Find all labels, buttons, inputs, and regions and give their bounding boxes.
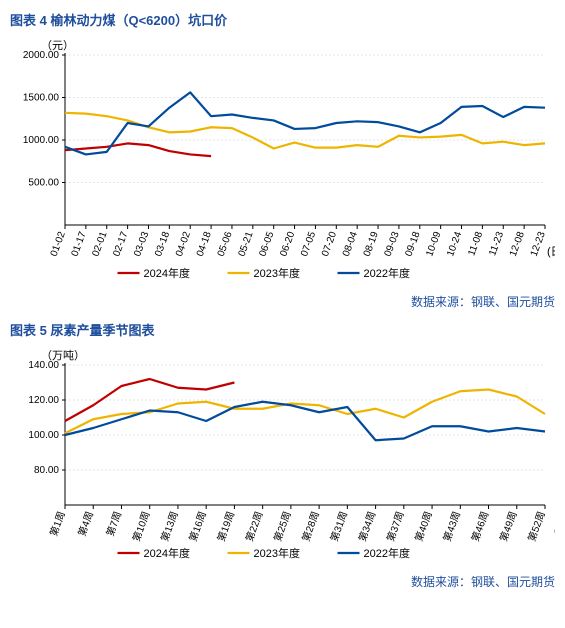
x-tick-label: 第25周 xyxy=(271,510,294,544)
x-tick-label: 05-21 xyxy=(237,230,256,258)
chart-1-svg: （元）500.001000.001500.002000.0001-0201-17… xyxy=(10,35,555,285)
chart-2-block: 图表 5 尿素产量季节图表 （万吨）80.00100.00120.00140.0… xyxy=(10,320,555,565)
series-line xyxy=(65,390,545,434)
x-tick-label: 第31周 xyxy=(327,510,350,544)
y-tick-label: 120.00 xyxy=(28,395,59,406)
chart-2-svg: （万吨）80.00100.00120.00140.00第1周第4周第7周第10周… xyxy=(10,345,555,565)
x-tick-label: 01-17 xyxy=(70,230,89,258)
x-axis-label: (日) xyxy=(547,246,555,258)
x-tick-label: 第1周 xyxy=(47,510,68,538)
x-tick-label: 04-02 xyxy=(174,230,193,258)
x-tick-label: 第40周 xyxy=(412,510,435,544)
x-tick-label: 第43周 xyxy=(440,510,463,544)
x-axis-label: （周） xyxy=(547,525,555,538)
x-tick-label: 第46周 xyxy=(468,510,491,544)
x-tick-label: 第22周 xyxy=(243,510,266,544)
x-tick-label: 第16周 xyxy=(186,510,209,544)
x-tick-label: 08-19 xyxy=(362,230,381,258)
x-tick-label: 12-08 xyxy=(508,230,527,258)
x-tick-label: 第34周 xyxy=(356,510,379,544)
legend-label: 2022年度 xyxy=(364,546,410,560)
x-tick-label: 第28周 xyxy=(299,510,322,544)
chart-1-source: 数据来源：钢联、国元期货 xyxy=(10,293,555,310)
x-tick-label: 06-05 xyxy=(257,230,276,258)
x-tick-label: 05-06 xyxy=(216,230,235,258)
y-tick-label: 80.00 xyxy=(34,465,59,476)
y-tick-label: 1500.00 xyxy=(23,93,60,104)
x-tick-label: 06-20 xyxy=(278,230,297,258)
y-tick-label: 140.00 xyxy=(28,360,59,371)
y-tick-label: 2000.00 xyxy=(23,50,60,61)
legend-label: 2024年度 xyxy=(144,266,190,280)
legend-label: 2023年度 xyxy=(254,266,300,280)
y-tick-label: 1000.00 xyxy=(23,135,60,146)
x-tick-label: 01-02 xyxy=(49,230,68,258)
x-tick-label: 10-24 xyxy=(445,230,464,258)
x-tick-label: 10-09 xyxy=(424,230,443,258)
legend-label: 2024年度 xyxy=(144,546,190,560)
x-tick-label: 第4周 xyxy=(75,510,96,538)
chart-2-source: 数据来源：钢联、国元期货 xyxy=(10,573,555,590)
series-line xyxy=(65,402,545,441)
x-tick-label: 03-18 xyxy=(153,230,172,258)
y-tick-label: 500.00 xyxy=(28,178,59,189)
legend-label: 2023年度 xyxy=(254,546,300,560)
chart-1-block: 图表 4 榆林动力煤（Q<6200）坑口价 （元）500.001000.0015… xyxy=(10,10,555,285)
x-tick-label: 04-18 xyxy=(195,230,214,258)
x-tick-label: 11-08 xyxy=(466,230,485,258)
x-tick-label: 09-18 xyxy=(404,230,423,258)
x-tick-label: 第52周 xyxy=(525,510,548,544)
x-tick-label: 第10周 xyxy=(130,510,153,544)
legend-label: 2022年度 xyxy=(364,266,410,280)
chart-2-title: 图表 5 尿素产量季节图表 xyxy=(10,320,555,339)
x-tick-label: 第13周 xyxy=(158,510,181,544)
x-tick-label: 11-23 xyxy=(487,230,506,258)
x-tick-label: 第49周 xyxy=(497,510,520,544)
x-tick-label: 12-23 xyxy=(529,230,548,258)
x-tick-label: 第19周 xyxy=(214,510,237,544)
x-tick-label: 07-20 xyxy=(320,230,339,258)
x-tick-label: 02-01 xyxy=(90,230,109,258)
chart-1-title: 图表 4 榆林动力煤（Q<6200）坑口价 xyxy=(10,10,555,29)
y-tick-label: 100.00 xyxy=(28,430,59,441)
x-tick-label: 第7周 xyxy=(103,510,124,538)
x-tick-label: 第37周 xyxy=(384,510,407,544)
x-tick-label: 07-05 xyxy=(299,230,318,258)
x-tick-label: 09-03 xyxy=(383,230,402,258)
x-tick-label: 02-17 xyxy=(111,230,130,258)
x-tick-label: 03-03 xyxy=(132,230,151,258)
x-tick-label: 08-04 xyxy=(341,230,360,258)
